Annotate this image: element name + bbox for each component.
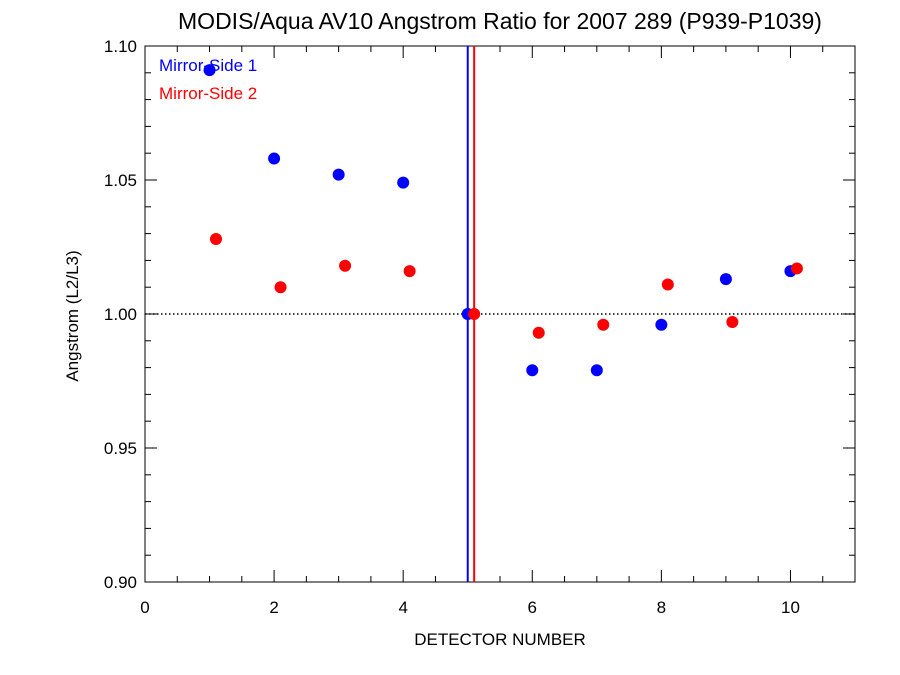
y-tick-label: 0.90 [104,573,137,592]
data-point-series-2 [661,278,674,291]
y-axis-label: Angstrom (L2/L3) [63,250,82,382]
data-point-series-2 [532,326,545,339]
data-point-series-2 [210,232,222,245]
x-tick-label: 0 [140,598,149,617]
data-point-series-1 [590,364,603,377]
x-tick-label: 8 [657,598,666,617]
chart-title: MODIS/Aqua AV10 Angstrom Ratio for 2007 … [178,8,822,34]
x-tick-label: 4 [398,598,407,617]
legend-mirror-side-1: Mirror-Side 1 [159,56,258,75]
data-point-series-1 [203,64,216,77]
x-tick-label: 2 [269,598,278,617]
data-point-series-2 [726,316,739,329]
data-point-series-1 [397,176,410,189]
data-point-series-2 [339,259,352,272]
y-tick-label: 0.95 [104,439,137,458]
data-point-series-1 [332,168,345,181]
data-point-series-1 [719,273,732,286]
y-tick-label: 1.05 [104,171,137,190]
x-tick-label: 10 [781,598,800,617]
x-axis-label: DETECTOR NUMBER [414,630,586,649]
y-tick-label: 1.00 [104,305,137,324]
data-point-series-2 [468,308,481,320]
y-tick-label: 1.10 [104,37,137,56]
legend-mirror-side-2: Mirror-Side 2 [159,84,258,103]
x-tick-label: 6 [528,598,537,617]
data-point-series-2 [790,262,803,275]
data-point-series-2 [597,318,610,331]
data-point-series-1 [655,318,668,331]
data-point-series-1 [268,152,281,165]
plot-frame [144,45,856,583]
data-point-series-2 [274,281,287,294]
data-point-series-2 [403,265,416,278]
data-point-series-1 [526,364,539,377]
